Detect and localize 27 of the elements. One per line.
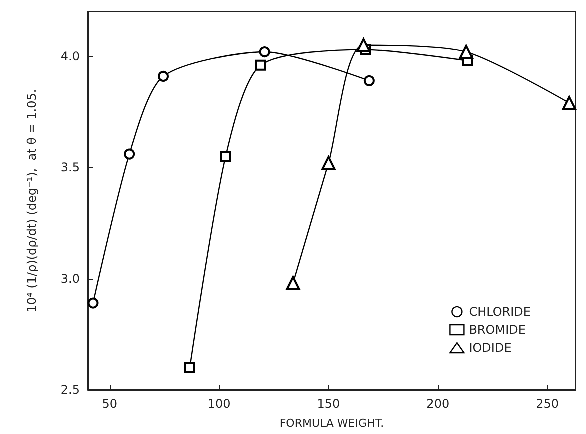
y-tick-label: 2.5 [60,383,80,397]
point [124,148,136,160]
x-tick-label: 100 [208,397,231,411]
x-axis-title: FORMULA WEIGHT. [280,417,384,430]
point [562,96,576,110]
x-tick-label: 150 [317,397,340,411]
point [158,70,169,82]
x-tick-label: 200 [426,397,450,411]
legend-label: IODIDE [469,341,512,355]
x-tick-label: 50 [102,397,118,411]
x-tick-label: 250 [536,397,560,411]
point [88,298,99,309]
point [322,156,336,170]
legend-label: CHLORIDE [469,305,532,319]
point [459,45,474,60]
point [184,362,196,374]
y-axis-title: 10⁴ (1/ρ)(dρ/dt) (deg⁻¹), at θ = 1.05. [25,89,39,313]
point [255,60,266,71]
point [364,75,375,86]
y-tick-label: 3.5 [60,160,80,175]
legend-label: BROMIDE [469,323,526,337]
point [220,151,232,162]
point [286,276,300,290]
point [356,38,371,52]
y-tick-label: 4.0 [60,49,80,64]
point [259,46,270,58]
y-tick-label: 3.0 [60,272,80,286]
